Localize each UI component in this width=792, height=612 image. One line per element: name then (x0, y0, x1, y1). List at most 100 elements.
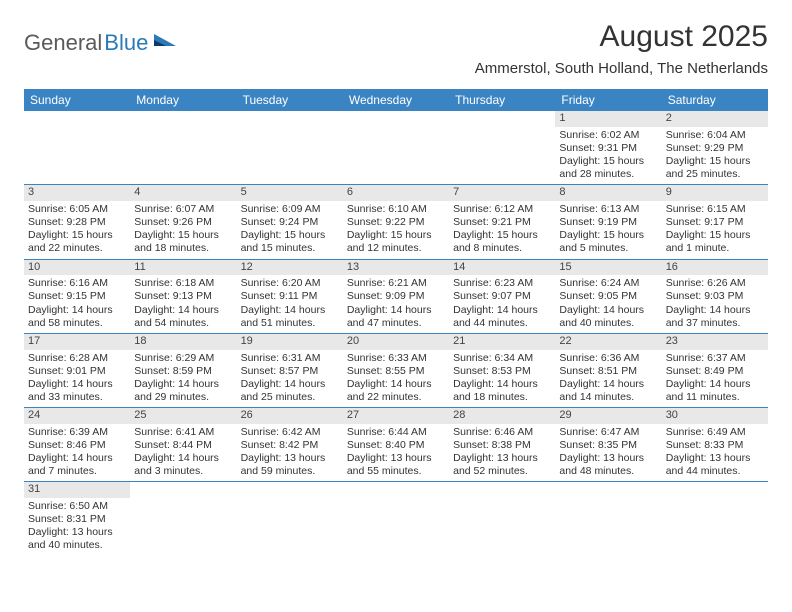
daylight-text: Daylight: 13 hours (666, 452, 764, 465)
location: Ammerstol, South Holland, The Netherland… (475, 60, 768, 77)
calendar-cell: 12Sunrise: 6:20 AMSunset: 9:11 PMDayligh… (237, 259, 343, 333)
calendar-cell (449, 482, 555, 556)
daylight-text: Daylight: 14 hours (134, 304, 232, 317)
daylight-text: Daylight: 13 hours (453, 452, 551, 465)
daylight-text: and 51 minutes. (241, 317, 339, 330)
daylight-text: and 28 minutes. (559, 168, 657, 181)
month-title: August 2025 (475, 20, 768, 54)
sunrise-text: Sunrise: 6:07 AM (134, 203, 232, 216)
daylight-text: Daylight: 13 hours (28, 526, 126, 539)
daylight-text: Daylight: 14 hours (559, 304, 657, 317)
sunrise-text: Sunrise: 6:20 AM (241, 277, 339, 290)
sunrise-text: Sunrise: 6:26 AM (666, 277, 764, 290)
daylight-text: and 3 minutes. (134, 465, 232, 478)
sunrise-text: Sunrise: 6:47 AM (559, 426, 657, 439)
sunset-text: Sunset: 9:17 PM (666, 216, 764, 229)
daylight-text: Daylight: 15 hours (134, 229, 232, 242)
calendar-cell: 26Sunrise: 6:42 AMSunset: 8:42 PMDayligh… (237, 408, 343, 482)
calendar-cell (343, 482, 449, 556)
sunrise-text: Sunrise: 6:36 AM (559, 352, 657, 365)
daylight-text: and 22 minutes. (28, 242, 126, 255)
sunrise-text: Sunrise: 6:42 AM (241, 426, 339, 439)
day-number: 20 (343, 334, 449, 350)
sunrise-text: Sunrise: 6:39 AM (28, 426, 126, 439)
sunset-text: Sunset: 9:28 PM (28, 216, 126, 229)
calendar-cell: 18Sunrise: 6:29 AMSunset: 8:59 PMDayligh… (130, 333, 236, 407)
daylight-text: and 22 minutes. (347, 391, 445, 404)
daylight-text: and 40 minutes. (28, 539, 126, 552)
daylight-text: and 15 minutes. (241, 242, 339, 255)
sunset-text: Sunset: 8:57 PM (241, 365, 339, 378)
day-number: 25 (130, 408, 236, 424)
calendar-cell (24, 111, 130, 185)
daylight-text: and 14 minutes. (559, 391, 657, 404)
day-header: Saturday (662, 89, 768, 111)
sunrise-text: Sunrise: 6:31 AM (241, 352, 339, 365)
sunset-text: Sunset: 9:21 PM (453, 216, 551, 229)
sunset-text: Sunset: 8:44 PM (134, 439, 232, 452)
day-number: 26 (237, 408, 343, 424)
calendar-cell: 31Sunrise: 6:50 AMSunset: 8:31 PMDayligh… (24, 482, 130, 556)
sunrise-text: Sunrise: 6:09 AM (241, 203, 339, 216)
daylight-text: and 33 minutes. (28, 391, 126, 404)
day-number: 24 (24, 408, 130, 424)
daylight-text: and 18 minutes. (453, 391, 551, 404)
sunrise-text: Sunrise: 6:10 AM (347, 203, 445, 216)
calendar-cell: 11Sunrise: 6:18 AMSunset: 9:13 PMDayligh… (130, 259, 236, 333)
title-block: August 2025 Ammerstol, South Holland, Th… (475, 20, 768, 77)
calendar-cell: 29Sunrise: 6:47 AMSunset: 8:35 PMDayligh… (555, 408, 661, 482)
sunset-text: Sunset: 8:51 PM (559, 365, 657, 378)
calendar-cell: 21Sunrise: 6:34 AMSunset: 8:53 PMDayligh… (449, 333, 555, 407)
daylight-text: Daylight: 15 hours (241, 229, 339, 242)
day-number: 1 (555, 111, 661, 127)
day-number: 15 (555, 260, 661, 276)
day-number: 5 (237, 185, 343, 201)
daylight-text: and 44 minutes. (453, 317, 551, 330)
calendar-cell: 19Sunrise: 6:31 AMSunset: 8:57 PMDayligh… (237, 333, 343, 407)
day-number: 29 (555, 408, 661, 424)
sunrise-text: Sunrise: 6:24 AM (559, 277, 657, 290)
sunrise-text: Sunrise: 6:18 AM (134, 277, 232, 290)
day-number: 13 (343, 260, 449, 276)
daylight-text: and 25 minutes. (666, 168, 764, 181)
daylight-text: Daylight: 14 hours (347, 304, 445, 317)
daylight-text: and 58 minutes. (28, 317, 126, 330)
day-number: 11 (130, 260, 236, 276)
daylight-text: Daylight: 14 hours (134, 378, 232, 391)
daylight-text: and 44 minutes. (666, 465, 764, 478)
calendar-cell: 17Sunrise: 6:28 AMSunset: 9:01 PMDayligh… (24, 333, 130, 407)
calendar-cell: 27Sunrise: 6:44 AMSunset: 8:40 PMDayligh… (343, 408, 449, 482)
sunrise-text: Sunrise: 6:16 AM (28, 277, 126, 290)
calendar-cell (237, 111, 343, 185)
day-header: Monday (130, 89, 236, 111)
logo-text-blue: Blue (104, 30, 148, 56)
sunset-text: Sunset: 9:09 PM (347, 290, 445, 303)
daylight-text: Daylight: 14 hours (453, 378, 551, 391)
sunrise-text: Sunrise: 6:33 AM (347, 352, 445, 365)
calendar-cell: 14Sunrise: 6:23 AMSunset: 9:07 PMDayligh… (449, 259, 555, 333)
daylight-text: and 29 minutes. (134, 391, 232, 404)
calendar-cell: 4Sunrise: 6:07 AMSunset: 9:26 PMDaylight… (130, 185, 236, 259)
daylight-text: Daylight: 14 hours (559, 378, 657, 391)
sunrise-text: Sunrise: 6:46 AM (453, 426, 551, 439)
day-number: 12 (237, 260, 343, 276)
sunset-text: Sunset: 8:40 PM (347, 439, 445, 452)
daylight-text: and 40 minutes. (559, 317, 657, 330)
sunset-text: Sunset: 9:05 PM (559, 290, 657, 303)
calendar-cell: 24Sunrise: 6:39 AMSunset: 8:46 PMDayligh… (24, 408, 130, 482)
daylight-text: Daylight: 15 hours (666, 155, 764, 168)
calendar-cell: 30Sunrise: 6:49 AMSunset: 8:33 PMDayligh… (662, 408, 768, 482)
sunset-text: Sunset: 9:24 PM (241, 216, 339, 229)
logo: General Blue (24, 30, 178, 56)
calendar-table: SundayMondayTuesdayWednesdayThursdayFrid… (24, 89, 768, 556)
daylight-text: and 25 minutes. (241, 391, 339, 404)
sunrise-text: Sunrise: 6:41 AM (134, 426, 232, 439)
daylight-text: and 8 minutes. (453, 242, 551, 255)
daylight-text: Daylight: 15 hours (559, 155, 657, 168)
calendar-cell (237, 482, 343, 556)
sunset-text: Sunset: 9:26 PM (134, 216, 232, 229)
calendar-cell: 10Sunrise: 6:16 AMSunset: 9:15 PMDayligh… (24, 259, 130, 333)
sunset-text: Sunset: 8:38 PM (453, 439, 551, 452)
daylight-text: Daylight: 15 hours (559, 229, 657, 242)
sunset-text: Sunset: 8:53 PM (453, 365, 551, 378)
